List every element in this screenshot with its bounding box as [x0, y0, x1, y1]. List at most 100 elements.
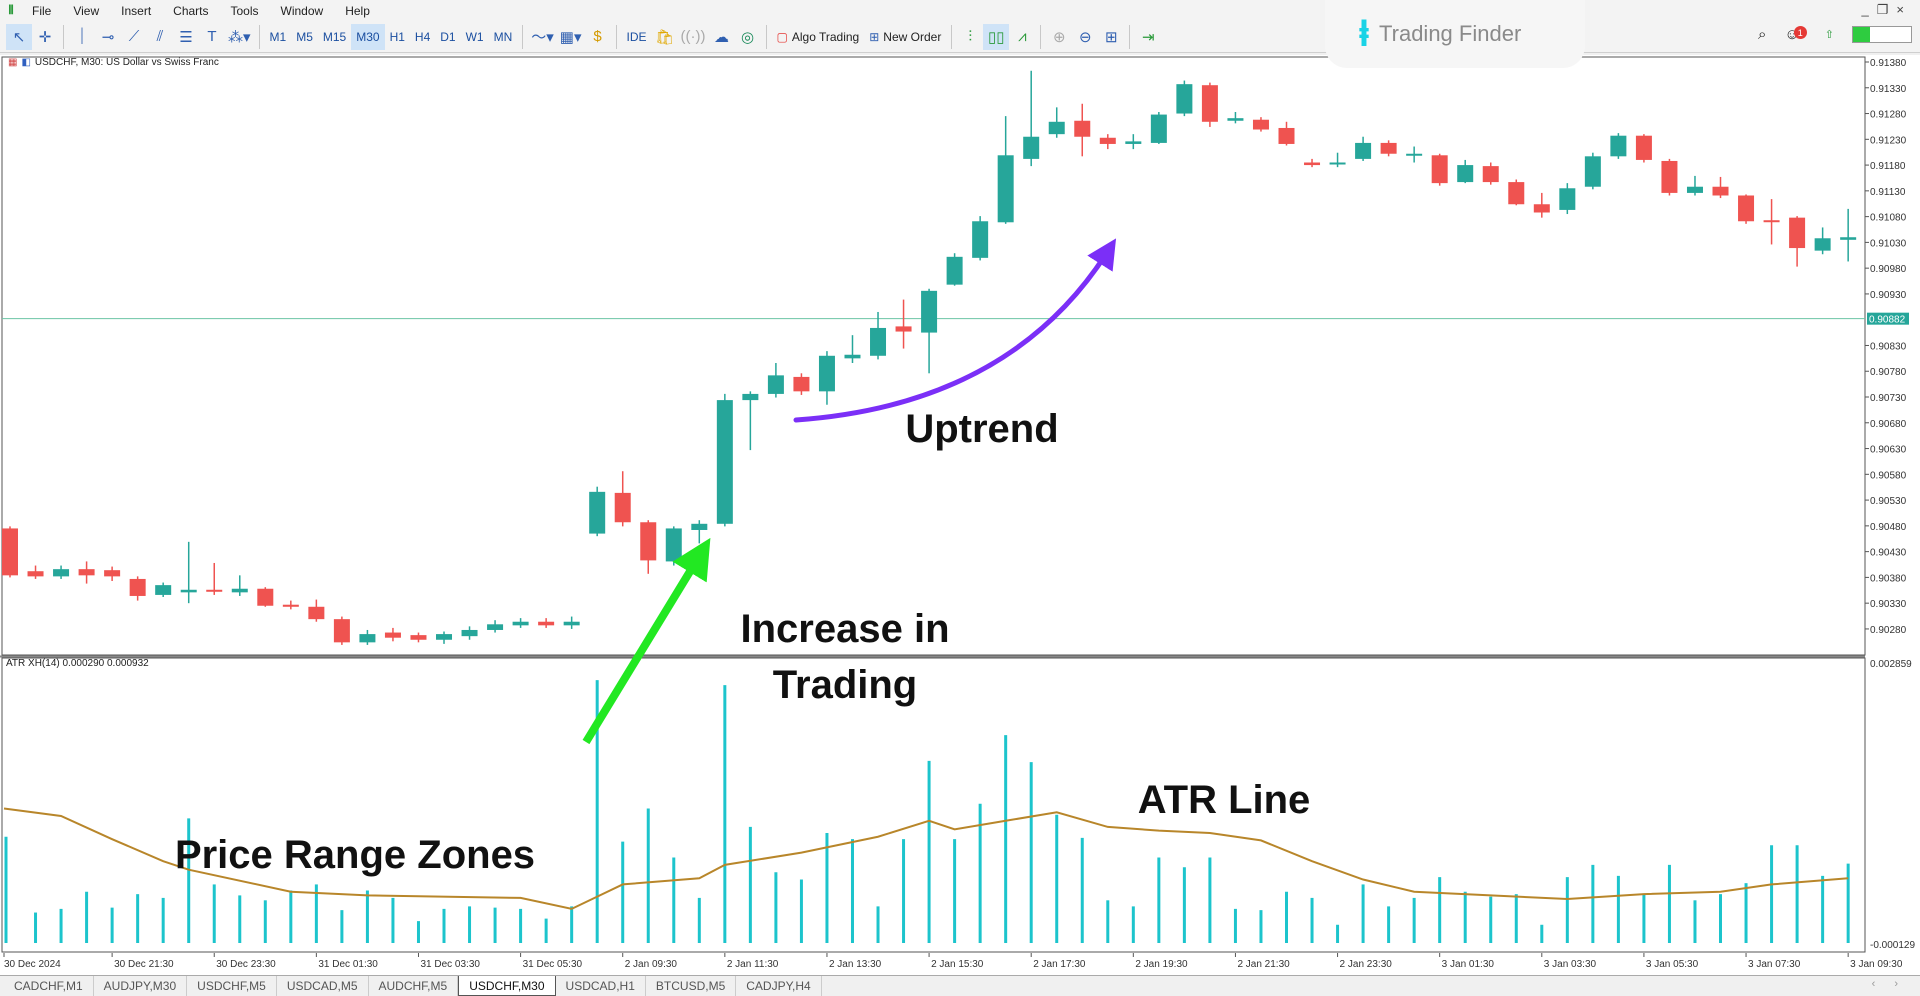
indicator-pane-frame	[1, 657, 1866, 953]
current-price-label: 0.90882	[1869, 315, 1906, 326]
indicator-top-label: 0.002859	[1870, 659, 1912, 670]
signal-service-icon[interactable]: ◎	[740, 28, 755, 46]
menu-window[interactable]: Window	[280, 3, 324, 18]
time-tick-label: 3 Jan 03:30	[1544, 959, 1597, 970]
candle-bearish	[308, 606, 325, 620]
trendline-icon[interactable]: ⟋	[128, 28, 140, 45]
price-tick-label: 0.90730	[1870, 393, 1907, 404]
timeframe-m15[interactable]: M15	[322, 29, 347, 44]
candle-bearish	[129, 578, 146, 596]
candle-bearish	[640, 522, 657, 561]
timeframe-m1[interactable]: M1	[269, 29, 287, 44]
menu-tools[interactable]: Tools	[230, 3, 259, 18]
candle-bullish	[1840, 237, 1857, 240]
timeframe-group: M1 M5 M15 M30 H1 H4 D1 W1 MN	[265, 23, 518, 50]
radio-icon[interactable]: ((·))	[680, 28, 706, 45]
restore-icon[interactable]: ❐	[1876, 2, 1897, 17]
timeframe-h1[interactable]: H1	[389, 29, 405, 44]
candle-bullish	[1125, 141, 1142, 144]
time-tick-label: 2 Jan 19:30	[1135, 959, 1188, 970]
bar-chart-icon[interactable]: ⫶	[968, 28, 973, 45]
window-controls: _❐×	[1862, 2, 1912, 18]
cursor-icon[interactable]: ↖	[6, 23, 32, 50]
shapes-icon[interactable]: ⁂▾	[228, 28, 251, 46]
chart-tab[interactable]: CADCHF,M1	[4, 976, 94, 996]
algo-trading-button[interactable]: ▢ Algo Trading	[772, 24, 865, 50]
candle-bearish	[1304, 162, 1321, 166]
vps-icon[interactable]: ☁	[714, 28, 729, 46]
autoscroll-icon[interactable]: ⇥	[1142, 28, 1155, 46]
timeframe-w1[interactable]: W1	[465, 29, 484, 44]
fibonacci-icon[interactable]: ☰	[179, 28, 193, 46]
crosshair-icon[interactable]: ✛	[38, 28, 52, 46]
time-tick-label: 31 Dec 01:30	[318, 959, 378, 970]
search-icon[interactable]: ⌕	[1758, 26, 1767, 43]
time-tick-label: 2 Jan 15:30	[931, 959, 984, 970]
line-chart-icon[interactable]: ⩘	[1018, 28, 1027, 45]
zoom-in-icon[interactable]: ⊕	[1053, 28, 1066, 46]
candle-bearish	[257, 588, 274, 606]
candle-bullish	[691, 523, 708, 530]
timeframe-h4[interactable]: H4	[414, 29, 431, 44]
chart-tab[interactable]: USDCHF,M5	[187, 976, 277, 996]
divider	[63, 24, 64, 49]
candle-bearish	[78, 569, 95, 576]
candle-bearish	[206, 589, 223, 592]
menu-file[interactable]: File	[32, 3, 52, 18]
chart-tab[interactable]: USDCHF,M30	[458, 976, 556, 996]
price-tick-label: 0.90980	[1870, 264, 1907, 275]
price-tick-label: 0.90430	[1870, 548, 1907, 559]
chart-window[interactable]: 0.91380 0.91330 0.91280 0.91230 0.91180 0.911…	[0, 55, 1920, 975]
text-icon[interactable]: T	[207, 28, 217, 45]
zoom-out-icon[interactable]: ⊖	[1079, 28, 1092, 46]
price-tick-label: 0.91330	[1870, 84, 1907, 95]
close-icon[interactable]: ×	[1896, 2, 1912, 17]
trading-finder-logo-icon: ⱡ	[1359, 13, 1370, 54]
price-tick-label: 0.90530	[1870, 496, 1907, 507]
chart-tab[interactable]: AUDJPY,M30	[94, 976, 188, 996]
signals-icon[interactable]: $	[593, 28, 602, 45]
timeframe-mn[interactable]: MN	[493, 29, 513, 44]
minimize-icon[interactable]: _	[1861, 2, 1877, 17]
chart-tab[interactable]: BTCUSD,M5	[646, 976, 737, 996]
time-tick-label: 3 Jan 09:30	[1850, 959, 1903, 970]
market-icon[interactable]: 🛍	[654, 28, 675, 46]
chart-tab[interactable]: AUDCHF,M5	[369, 976, 459, 996]
price-tick-label: 0.91080	[1870, 213, 1907, 224]
menu-bar: ⫴ File View Insert Charts Tools Window H…	[0, 0, 1920, 21]
channel-icon[interactable]: ⫽	[156, 28, 164, 45]
candlestick-chart-icon[interactable]: ▯▯	[983, 23, 1010, 50]
chart-canvas[interactable]: 0.91380 0.91330 0.91280 0.91230 0.91180 0.911…	[0, 55, 1920, 975]
chart-tabs: CADCHF,M1 AUDJPY,M30 USDCHF,M5 USDCAD,M5 AUD…	[0, 975, 1920, 996]
chart-tab[interactable]: USDCAD,H1	[556, 976, 646, 996]
price-tick-label: 0.91130	[1870, 187, 1906, 198]
menu-view[interactable]: View	[73, 3, 100, 18]
chart-tab[interactable]: USDCAD,M5	[277, 976, 369, 996]
candle-bullish	[436, 634, 453, 640]
indicators-icon[interactable]: ▦▾	[559, 28, 582, 46]
uptrend-arrow	[793, 238, 1117, 423]
ide-button[interactable]: IDE	[626, 29, 647, 44]
timeframe-m5[interactable]: M5	[296, 29, 313, 44]
new-order-button[interactable]: ⊞ New Order	[864, 24, 946, 50]
menu-insert[interactable]: Insert	[121, 3, 152, 18]
vertical-line-icon[interactable]: ⏐	[77, 28, 87, 45]
menu-help[interactable]: Help	[345, 3, 370, 18]
candle-bearish	[538, 621, 555, 626]
chart-tab[interactable]: CADJPY,H4	[736, 976, 822, 996]
notifications-button[interactable]: ☺1	[1784, 26, 1807, 43]
menu-charts[interactable]: Charts	[173, 3, 209, 18]
candle-bullish	[589, 491, 606, 534]
divider	[951, 24, 953, 49]
timeframe-d1[interactable]: D1	[440, 29, 456, 44]
horizontal-line-icon[interactable]: ⊸	[101, 28, 115, 46]
tile-windows-icon[interactable]: ⊞	[1105, 28, 1118, 46]
tab-scroll-arrows[interactable]: ‹ ›	[1871, 978, 1906, 990]
candle-bearish	[282, 604, 299, 607]
candle-bullish	[1355, 142, 1372, 159]
new-order-label: New Order	[883, 29, 942, 44]
timeframe-m30[interactable]: M30	[351, 23, 385, 50]
chart-grid-icon: ▦	[8, 57, 18, 68]
chart-type-icon[interactable]: 〜▾	[531, 29, 554, 46]
candle-bearish	[1763, 220, 1780, 223]
